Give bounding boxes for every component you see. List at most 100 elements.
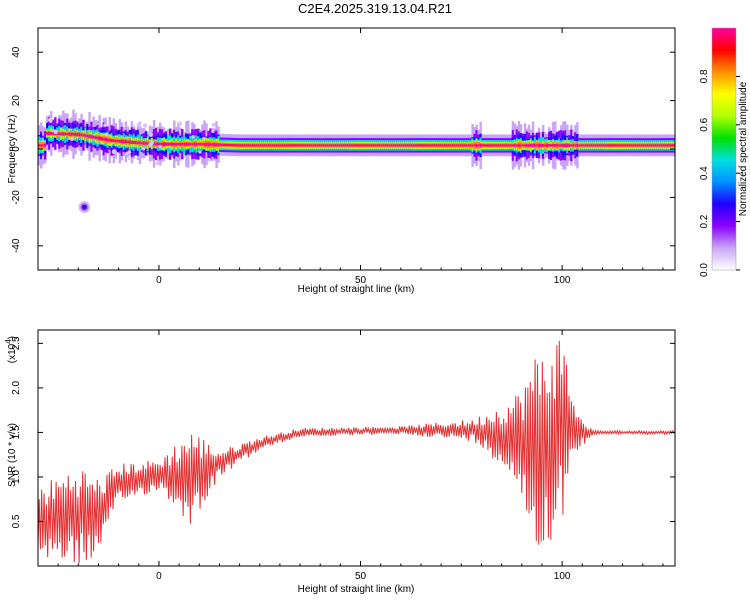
spectrogram-cell bbox=[390, 144, 394, 147]
spectrogram-speckle bbox=[177, 121, 183, 127]
spectrogram-cell bbox=[354, 144, 357, 147]
spectrogram-speckle bbox=[207, 158, 212, 162]
spectrogram-cell bbox=[92, 135, 95, 139]
spectrogram-cell bbox=[108, 139, 111, 142]
spectrogram-cell bbox=[433, 144, 436, 147]
spectrogram-cell bbox=[539, 143, 543, 147]
spectrogram-cell bbox=[636, 144, 640, 147]
spectrogram-cell bbox=[400, 144, 404, 147]
spectrogram-cell bbox=[414, 144, 418, 147]
spectrogram-cell bbox=[481, 144, 484, 147]
spectrogram-cell bbox=[84, 134, 87, 137]
spectrogram-cell bbox=[515, 144, 519, 147]
spectrogram-cell bbox=[209, 142, 212, 146]
snr-scale-note: (x104) bbox=[4, 336, 18, 363]
spectrogram-cell bbox=[64, 132, 67, 136]
spectrogram-cell bbox=[459, 144, 462, 147]
spectrogram-cell bbox=[562, 143, 565, 147]
spectrogram-cell bbox=[140, 142, 144, 145]
spectrogram-speckle bbox=[104, 132, 109, 137]
spectrogram-cell bbox=[328, 144, 331, 147]
spectrogram-cell bbox=[652, 144, 656, 147]
spectrogram-speckle bbox=[211, 122, 216, 127]
spectrogram-cell bbox=[624, 144, 628, 147]
spectrogram-cell bbox=[312, 144, 315, 147]
spectrogram-cell bbox=[342, 144, 345, 147]
spectrogram-cell bbox=[316, 144, 319, 147]
colorbar-tick-label: 0.4 bbox=[699, 166, 710, 180]
spectrogram-cell bbox=[622, 144, 626, 147]
spectrogram-cell bbox=[396, 144, 400, 147]
spectrogram-cell bbox=[378, 144, 382, 147]
spectrogram-cell bbox=[44, 143, 47, 148]
spectrogram-cell bbox=[223, 143, 226, 146]
spectrogram-cell bbox=[453, 144, 456, 147]
spectrogram-cell bbox=[235, 144, 238, 147]
spectrogram-cell bbox=[360, 144, 363, 147]
spectrogram-cell bbox=[219, 143, 222, 146]
spectrogram-cell bbox=[435, 144, 438, 147]
spectrogram-cell bbox=[221, 143, 224, 146]
spectrogram-cell bbox=[541, 143, 545, 147]
spectrogram-cell bbox=[380, 144, 384, 147]
spectrogram-cell bbox=[243, 144, 247, 147]
spectrogram-cell bbox=[96, 136, 99, 140]
spectrogram-cell bbox=[495, 144, 499, 147]
colorbar-frame bbox=[711, 27, 737, 271]
spectrogram-cell bbox=[513, 143, 517, 147]
spectrogram-cell bbox=[340, 144, 343, 147]
spectrogram-cell bbox=[418, 144, 422, 147]
spectrogram-speckle bbox=[53, 130, 58, 134]
spectrogram-cell bbox=[582, 144, 585, 147]
spectrogram-cell bbox=[42, 144, 45, 147]
spectrogram-cell bbox=[483, 144, 486, 147]
spectrogram-cell bbox=[664, 144, 668, 147]
spectrogram-cell bbox=[48, 131, 51, 136]
spectrogram-cell bbox=[364, 144, 367, 147]
spectrogram-speckle bbox=[178, 130, 182, 133]
spectrogram-cell bbox=[136, 141, 140, 144]
spectrogram-cell bbox=[322, 144, 325, 147]
spectrogram-cell bbox=[287, 144, 291, 147]
x-tick-label: 50 bbox=[355, 571, 367, 582]
y-tick-label: 20 bbox=[11, 95, 22, 107]
spectrogram-cell bbox=[261, 144, 265, 147]
spectrogram-y-label: Frequency (Hz) bbox=[7, 115, 18, 184]
spectrogram-cell bbox=[207, 142, 210, 147]
spectrogram-cell bbox=[600, 144, 603, 147]
spectrogram-cell bbox=[211, 143, 214, 146]
spectrogram-cell bbox=[132, 140, 136, 144]
spectrogram-cell bbox=[479, 143, 482, 147]
spectrogram-cell bbox=[197, 143, 200, 146]
spectrogram-cell bbox=[370, 144, 374, 147]
spectrogram-speckle bbox=[211, 129, 215, 133]
spectrogram-cell bbox=[255, 144, 259, 147]
spectrogram-cell bbox=[620, 144, 623, 147]
spectrogram-cell bbox=[564, 143, 567, 147]
spectrogram-cell bbox=[118, 139, 122, 143]
spectrogram-cell bbox=[201, 143, 204, 146]
spectrogram-cell bbox=[598, 144, 601, 147]
spectrogram-cell bbox=[294, 144, 297, 147]
spectrogram-cell bbox=[167, 142, 170, 146]
spectrogram-cell bbox=[265, 144, 269, 147]
spectrogram-cell bbox=[471, 144, 474, 147]
spectrogram-cell bbox=[302, 144, 305, 147]
spectrogram-cell bbox=[626, 144, 630, 147]
spectrogram-cell bbox=[552, 144, 555, 147]
spectrogram-cell bbox=[596, 144, 599, 147]
spectrogram-cell bbox=[670, 144, 674, 147]
spectrogram-cell bbox=[308, 144, 311, 147]
spectrogram-cell bbox=[277, 144, 281, 147]
spectrogram-cell bbox=[658, 144, 662, 147]
y-tick-label: 1.5 bbox=[11, 425, 22, 439]
spectrogram-cell bbox=[503, 144, 507, 147]
spectrogram-cell bbox=[175, 142, 178, 146]
spectrogram-cell bbox=[535, 144, 539, 147]
spectrogram-speckle bbox=[74, 112, 78, 116]
spectrogram-cell bbox=[463, 144, 466, 147]
spectrogram-cell bbox=[521, 144, 525, 147]
spectrogram-cell bbox=[493, 144, 496, 147]
spectrogram-cell bbox=[126, 140, 130, 144]
spectrogram-cell bbox=[169, 142, 172, 146]
